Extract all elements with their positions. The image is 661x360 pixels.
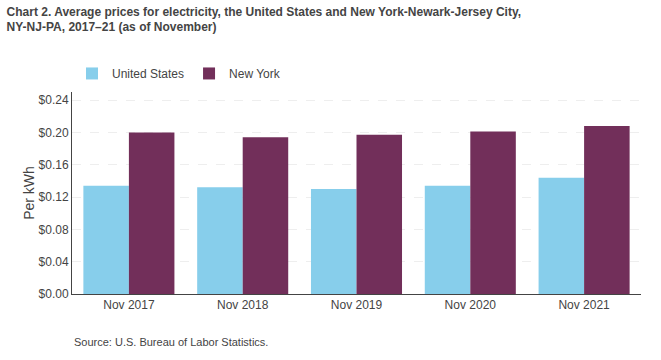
svg-text:Nov 2020: Nov 2020 <box>445 298 497 312</box>
svg-text:United States: United States <box>112 67 184 81</box>
svg-text:$0.12: $0.12 <box>39 190 69 204</box>
svg-text:Nov 2018: Nov 2018 <box>217 298 269 312</box>
svg-text:$0.04: $0.04 <box>39 255 69 269</box>
svg-text:New York: New York <box>229 67 281 81</box>
svg-text:$0.08: $0.08 <box>39 223 69 237</box>
svg-text:Nov 2019: Nov 2019 <box>331 298 383 312</box>
svg-text:Source: U.S. Bureau of Labor S: Source: U.S. Bureau of Labor Statistics. <box>74 336 268 348</box>
svg-text:$0.16: $0.16 <box>39 158 69 172</box>
svg-text:$0.00: $0.00 <box>39 287 69 301</box>
svg-text:$0.24: $0.24 <box>39 93 69 107</box>
svg-text:Chart 2. Average prices for el: Chart 2. Average prices for electricity,… <box>7 5 521 35</box>
svg-text:Nov 2021: Nov 2021 <box>558 298 610 312</box>
svg-text:Per kWh: Per kWh <box>21 166 37 220</box>
svg-text:$0.20: $0.20 <box>39 126 69 140</box>
svg-text:Nov 2017: Nov 2017 <box>103 298 155 312</box>
